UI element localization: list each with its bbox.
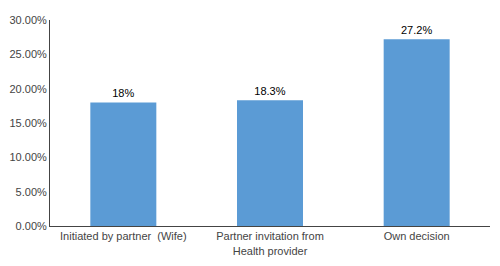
svg-text:10.00%: 10.00% bbox=[9, 151, 47, 163]
svg-text:5.00%: 5.00% bbox=[16, 186, 47, 198]
svg-text:Own decision: Own decision bbox=[384, 230, 450, 242]
svg-text:25.00%: 25.00% bbox=[9, 48, 47, 60]
svg-text:20.00%: 20.00% bbox=[9, 83, 47, 95]
svg-text:Initiated by partner (Wife): Initiated by partner (Wife) bbox=[60, 230, 187, 242]
svg-text:30.00%: 30.00% bbox=[9, 14, 47, 26]
svg-text:Partner invitation fromHealth: Partner invitation fromHealth provider bbox=[216, 230, 324, 256]
svg-text:18%: 18% bbox=[112, 87, 134, 99]
svg-text:18.3%: 18.3% bbox=[254, 85, 285, 97]
svg-text:0.00%: 0.00% bbox=[16, 220, 47, 232]
svg-text:15.00%: 15.00% bbox=[9, 117, 47, 129]
svg-text:27.2%: 27.2% bbox=[401, 24, 432, 36]
